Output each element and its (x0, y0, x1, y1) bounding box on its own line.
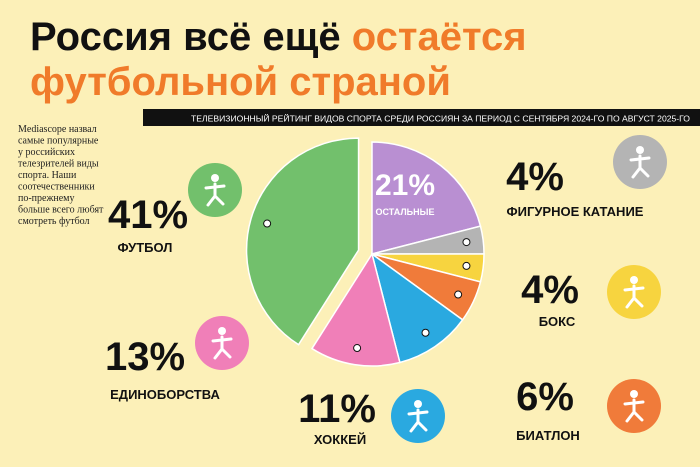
note-line: смотреть футбол (18, 216, 90, 227)
value-label: 21% (375, 169, 435, 202)
pie-slice (370, 252, 464, 364)
value-label: 13% (105, 335, 185, 379)
category-label: БОКС (539, 314, 576, 329)
icon-body (623, 398, 645, 423)
slice-dot (462, 261, 471, 270)
note-line: спорта. Наши (18, 170, 77, 181)
subtitle-bar (143, 109, 700, 126)
icon-body (623, 284, 645, 309)
note-line: Mediascope назвал (18, 124, 97, 135)
sport-icon (211, 327, 233, 360)
title-part: остаётся (352, 15, 527, 59)
pie-slice (310, 252, 401, 367)
icon-head (218, 327, 226, 335)
category-label: ХОККЕЙ (314, 432, 366, 447)
slice-dot (421, 328, 430, 337)
sport-icon (623, 390, 645, 423)
note-line: соотечественники (18, 182, 95, 193)
value-label: 41% (108, 193, 188, 237)
value-label: 4% (521, 268, 579, 312)
slice-dot (462, 238, 471, 247)
pie-slice (371, 141, 482, 255)
icon-body (629, 154, 651, 179)
title-part: Россия всё ещё (30, 15, 341, 59)
category-label: ЕДИНОБОРСТВА (110, 387, 220, 402)
icon-head (630, 276, 638, 284)
category-label: БИАТЛОН (516, 428, 580, 443)
slice-dot (263, 219, 272, 228)
icon-head (211, 174, 219, 182)
note-line: по-прежнему (18, 193, 75, 204)
category-label: ФИГУРНОЕ КАТАНИЕ (507, 204, 644, 219)
icon-body (204, 182, 226, 207)
value-label: 11% (298, 387, 376, 431)
pie-slice (245, 137, 360, 346)
title-line-1: Россия всё ещё остаётся (30, 15, 527, 59)
note-line: самые популярные (18, 136, 99, 147)
note-line: телезрителей виды (18, 159, 99, 170)
subtitle: ТЕЛЕВИЗИОННЫЙ РЕЙТИНГ ВИДОВ СПОРТА СРЕДИ… (191, 113, 690, 124)
icon-head (636, 146, 644, 154)
slice-dot (353, 344, 362, 353)
sport-icon (204, 174, 226, 207)
sport-icon (407, 400, 429, 433)
icon-head (630, 390, 638, 398)
icon-head (414, 400, 422, 408)
sport-icon (623, 276, 645, 309)
category-label: ФУТБОЛ (118, 240, 173, 255)
note-line: у российских (18, 147, 75, 158)
title-line-2: футбольной страной (30, 60, 451, 104)
sport-icon (629, 146, 651, 179)
note-line: больше всего любят (18, 205, 104, 216)
icon-body (407, 408, 429, 433)
icon-body (211, 335, 233, 360)
category-label: ОСТАЛЬНЫЕ (376, 207, 435, 217)
value-label: 4% (506, 155, 564, 199)
value-label: 6% (516, 375, 574, 419)
slice-dot (454, 290, 463, 299)
